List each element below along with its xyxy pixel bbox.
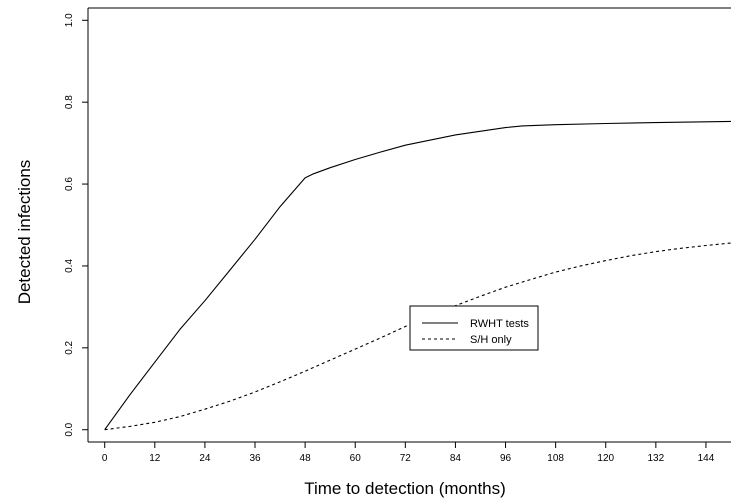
x-tick-label: 120 [597, 453, 614, 464]
x-tick-label: 60 [350, 453, 362, 464]
legend-box [409, 305, 539, 351]
series-line-rwht-tests [104, 120, 731, 431]
x-tick-label: 144 [698, 453, 715, 464]
y-tick-label: 1.0 [64, 13, 75, 27]
x-tick-label: 12 [149, 453, 161, 464]
y-tick-label: 0.6 [64, 177, 75, 191]
x-tick-label: 96 [500, 453, 512, 464]
x-tick-label: 48 [300, 453, 312, 464]
x-tick-label: 132 [648, 453, 665, 464]
y-tick-label: 0.2 [64, 340, 75, 354]
x-axis: 0 12 24 36 48 60 72 84 96 108 120 132 144 [102, 442, 715, 464]
x-tick-label: 72 [400, 453, 412, 464]
series-layer [104, 120, 731, 431]
legend: RWHT tests S/H only [409, 305, 539, 351]
y-axis: 0.0 0.2 0.4 0.6 0.8 1.0 [64, 13, 88, 437]
x-tick-label: 0 [102, 453, 108, 464]
series-line-sh-only [104, 242, 731, 431]
x-axis-title: Time to detection (months) [304, 479, 506, 498]
y-axis-title: Detected infections [15, 160, 34, 305]
x-tick-label: 84 [450, 453, 462, 464]
x-tick-label: 36 [249, 453, 261, 464]
y-tick-label: 0.0 [64, 422, 75, 436]
legend-label-rwht: RWHT tests [470, 318, 529, 330]
y-tick-label: 0.4 [64, 259, 75, 273]
legend-label-sh: S/H only [470, 334, 512, 346]
plot-area [87, 7, 731, 443]
y-tick-label: 0.8 [64, 95, 75, 109]
x-tick-label: 24 [199, 453, 211, 464]
x-tick-label: 108 [547, 453, 564, 464]
